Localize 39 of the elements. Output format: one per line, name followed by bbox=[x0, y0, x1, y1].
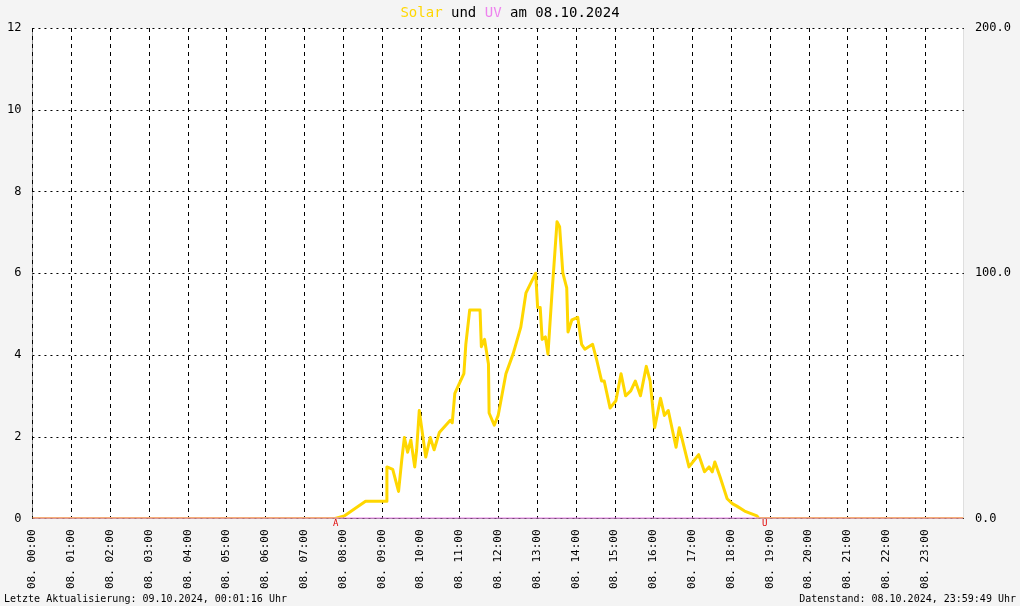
x-tick-label: 08. 18:00 bbox=[723, 529, 737, 590]
x-tick-label: 08. 03:00 bbox=[141, 529, 155, 590]
y-tick-label: 12 bbox=[7, 20, 22, 35]
x-tick-label: 08. 20:00 bbox=[801, 529, 815, 590]
x-tick-label: 08. 05:00 bbox=[219, 529, 233, 590]
y-tick-label: 4 bbox=[14, 347, 22, 362]
x-tick-label: 08. 11:00 bbox=[452, 529, 466, 590]
x-tick-label: 08. 13:00 bbox=[529, 529, 543, 590]
y2-tick-label: 200.0 bbox=[974, 20, 1011, 35]
text: Letzte Aktualisierung: 09.10.2024, 00:01:16 Uhr bbox=[4, 592, 287, 604]
x-tick-label: 08. 15:00 bbox=[607, 529, 621, 590]
x-tick-label: 08. 01:00 bbox=[64, 529, 78, 590]
text: Datenstand: 08.10.2024, 23:59:49 Uhr bbox=[799, 592, 1016, 604]
y-tick-label: 10 bbox=[7, 101, 22, 116]
y-tick-label: 2 bbox=[14, 428, 22, 443]
x-tick-label: 08. 17:00 bbox=[685, 529, 699, 590]
annotation: U bbox=[761, 518, 768, 529]
y-tick-label: 0 bbox=[14, 510, 22, 525]
x-tick-label: 08. 08:00 bbox=[335, 529, 349, 590]
y-tick-label: 8 bbox=[14, 183, 22, 198]
x-tick-label: 08. 16:00 bbox=[646, 529, 660, 590]
y2-tick-label: 100.0 bbox=[974, 265, 1011, 280]
x-tick-label: 08. 02:00 bbox=[102, 529, 116, 590]
x-tick-label: 08. 09:00 bbox=[374, 529, 388, 590]
x-tick-label: 08. 12:00 bbox=[491, 529, 505, 590]
x-tick-label: 08. 04:00 bbox=[180, 529, 194, 590]
x-tick-label: 08. 19:00 bbox=[762, 529, 776, 590]
y-tick-label: 6 bbox=[14, 265, 22, 280]
annotation: A bbox=[333, 518, 340, 529]
x-tick-label: 08. 22:00 bbox=[879, 529, 893, 590]
chart-title: Solar und UV am 08.10.2024 bbox=[400, 3, 620, 20]
x-tick-label: 08. 06:00 bbox=[258, 529, 272, 590]
x-tick-label: 08. 14:00 bbox=[568, 529, 582, 590]
x-tick-label: 08. 10:00 bbox=[413, 529, 427, 590]
x-tick-label: 08. 21:00 bbox=[840, 529, 854, 590]
x-tick-label: 08. 23:00 bbox=[917, 529, 931, 590]
x-tick-label: 08. 00:00 bbox=[25, 529, 39, 590]
y2-tick-label: 0.0 bbox=[974, 510, 997, 525]
x-tick-label: 08. 07:00 bbox=[296, 529, 310, 590]
